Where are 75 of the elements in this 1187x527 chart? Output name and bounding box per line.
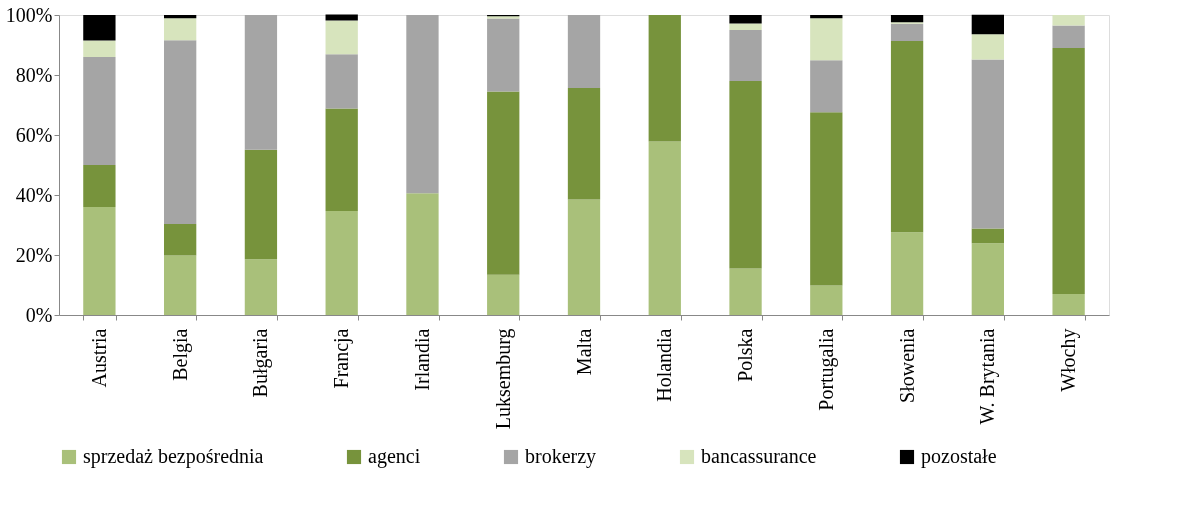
- x-tick-label: Portugalia: [814, 328, 838, 411]
- x-tick-label: Luksemburg: [491, 328, 515, 430]
- legend-label: brokerzy: [525, 445, 597, 468]
- bar: [83, 15, 116, 41]
- legend-label: pozostałe: [921, 445, 997, 468]
- y-tick-label: 80%: [15, 63, 53, 86]
- bar: [164, 224, 197, 256]
- bar: [1052, 25, 1085, 48]
- x-tick-label: Słowenia: [895, 328, 918, 403]
- bar: [164, 18, 197, 41]
- x-tick-label: W. Brytania: [976, 328, 1000, 425]
- bar: [487, 91, 520, 275]
- bar: [890, 15, 924, 23]
- bar: [648, 141, 681, 315]
- bar: [729, 268, 762, 315]
- bar: [164, 255, 197, 315]
- bar: [971, 243, 1004, 315]
- legend-label: bancassurance: [701, 445, 817, 467]
- bar: [890, 23, 924, 42]
- bar: [325, 210, 358, 315]
- bar: [729, 23, 762, 30]
- bar: [83, 165, 116, 207]
- bar: [729, 81, 762, 269]
- bar: [971, 34, 1004, 60]
- bar: [244, 259, 278, 315]
- x-tick-label: Włochy: [1057, 328, 1081, 392]
- bar: [810, 15, 843, 19]
- bar: [244, 15, 278, 150]
- y-tick-label: 40%: [15, 183, 53, 206]
- bar: [325, 14, 358, 21]
- bar: [810, 18, 843, 61]
- bar: [406, 193, 439, 315]
- bar: [164, 40, 197, 225]
- bar: [325, 108, 358, 211]
- y-tick-label: 100%: [5, 3, 53, 26]
- bar: [971, 14, 1004, 35]
- y-tick-label: 0%: [25, 303, 53, 326]
- bar: [729, 30, 762, 81]
- bar: [487, 18, 520, 92]
- y-tick-label: 20%: [15, 243, 53, 266]
- bar: [1052, 48, 1085, 294]
- bar: [164, 15, 197, 19]
- bar: [406, 15, 439, 194]
- bar: [971, 228, 1004, 244]
- x-tick-label: Irlandia: [410, 328, 433, 391]
- x-tick-label: Malta: [572, 328, 595, 376]
- x-tick-label: Austria: [87, 328, 110, 388]
- bar: [1052, 294, 1085, 315]
- bar: [567, 87, 601, 200]
- bar: [83, 207, 116, 315]
- bar: [810, 112, 843, 286]
- bar: [325, 20, 358, 55]
- bar: [567, 15, 601, 88]
- legend-label: agenci: [368, 445, 421, 468]
- bar: [83, 57, 116, 165]
- bar: [487, 274, 520, 315]
- bar: [729, 15, 762, 24]
- bar: [244, 149, 278, 260]
- bar: [567, 199, 601, 315]
- x-tick-label: Polska: [734, 328, 757, 382]
- x-tick-label: Francja: [330, 328, 354, 389]
- bar: [648, 15, 681, 142]
- bar: [810, 60, 843, 113]
- legend-label: sprzedaż bezpośrednia: [83, 445, 264, 468]
- bar: [1052, 15, 1085, 26]
- y-tick-label: 60%: [15, 123, 53, 146]
- bar: [971, 59, 1004, 229]
- x-tick-label: Bułgaria: [249, 328, 273, 398]
- bar: [83, 40, 116, 57]
- x-tick-label: Belgia: [168, 328, 192, 381]
- bar: [325, 54, 358, 109]
- bar: [890, 41, 924, 233]
- x-tick-label: Holandia: [653, 328, 676, 402]
- bar: [810, 285, 843, 315]
- bar: [890, 232, 924, 315]
